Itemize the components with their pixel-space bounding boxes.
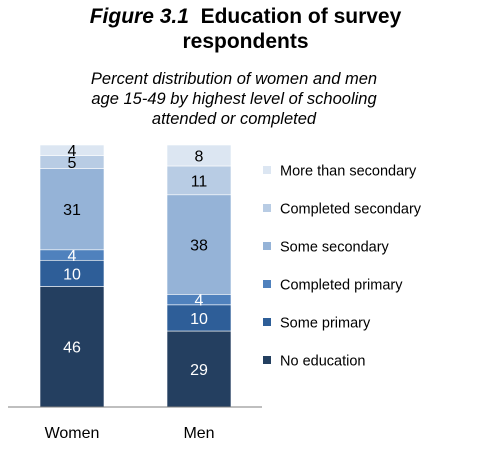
subtitle-line-3: attended or completed <box>151 110 317 128</box>
data-label-men-5: 11 <box>191 173 208 190</box>
data-label-men-2: 10 <box>190 311 208 328</box>
data-label-men-1: 29 <box>190 362 208 379</box>
legend-label-1: More than secondary <box>280 164 417 180</box>
data-label-women-3: 4 <box>68 248 77 265</box>
title-text-1: Education of survey <box>200 5 402 28</box>
legend-label-5: Some primary <box>280 316 371 332</box>
bar-segment-men-5 <box>166 165 232 196</box>
subtitle-line-1: Percent distribution of women and men <box>90 70 378 88</box>
bar-segment-women-2 <box>39 259 105 287</box>
chart-title-line-1: Figure 3.1 Education of survey <box>0 4 491 29</box>
chart-title-line-2: respondents <box>182 30 309 53</box>
legend-swatch-2 <box>263 204 271 212</box>
x-tick-label-men: Men <box>183 425 214 442</box>
data-label-women-6: 4 <box>68 143 77 160</box>
legend-label-6: No education <box>280 354 365 370</box>
legend-swatch-4 <box>263 280 271 288</box>
data-label-men-3: 4 <box>195 293 204 310</box>
subtitle-line-2: age 15-49 by highest level of schooling <box>91 90 377 108</box>
data-label-women-5: 5 <box>68 155 77 172</box>
figure-number: Figure 3.1 <box>89 5 189 28</box>
x-tick-label-women: Women <box>45 425 100 442</box>
bar-segment-women-6 <box>39 144 105 156</box>
bar-segment-women-4 <box>39 168 105 251</box>
legend-label-2: Completed secondary <box>280 202 422 218</box>
chart-subtitle: Percent distribution of women and men ag… <box>40 69 428 129</box>
legend-label-3: Some secondary <box>280 240 390 256</box>
legend-swatch-3 <box>263 242 271 250</box>
data-label-men-6: 8 <box>195 148 204 165</box>
bar-segment-men-4 <box>166 194 232 295</box>
legend-swatch-5 <box>263 318 271 326</box>
legend-swatch-1 <box>263 166 271 174</box>
legend-swatch-6 <box>263 356 271 364</box>
data-label-women-1: 46 <box>63 340 81 357</box>
legend-label-4: Completed primary <box>280 278 403 294</box>
bar-segment-men-1 <box>166 330 232 408</box>
data-label-women-4: 31 <box>63 202 81 219</box>
data-label-women-2: 10 <box>63 266 81 283</box>
data-label-men-4: 38 <box>190 238 208 255</box>
chart-title: Figure 3.1 Education of survey responden… <box>0 4 491 54</box>
bar-segment-men-6 <box>166 144 232 167</box>
